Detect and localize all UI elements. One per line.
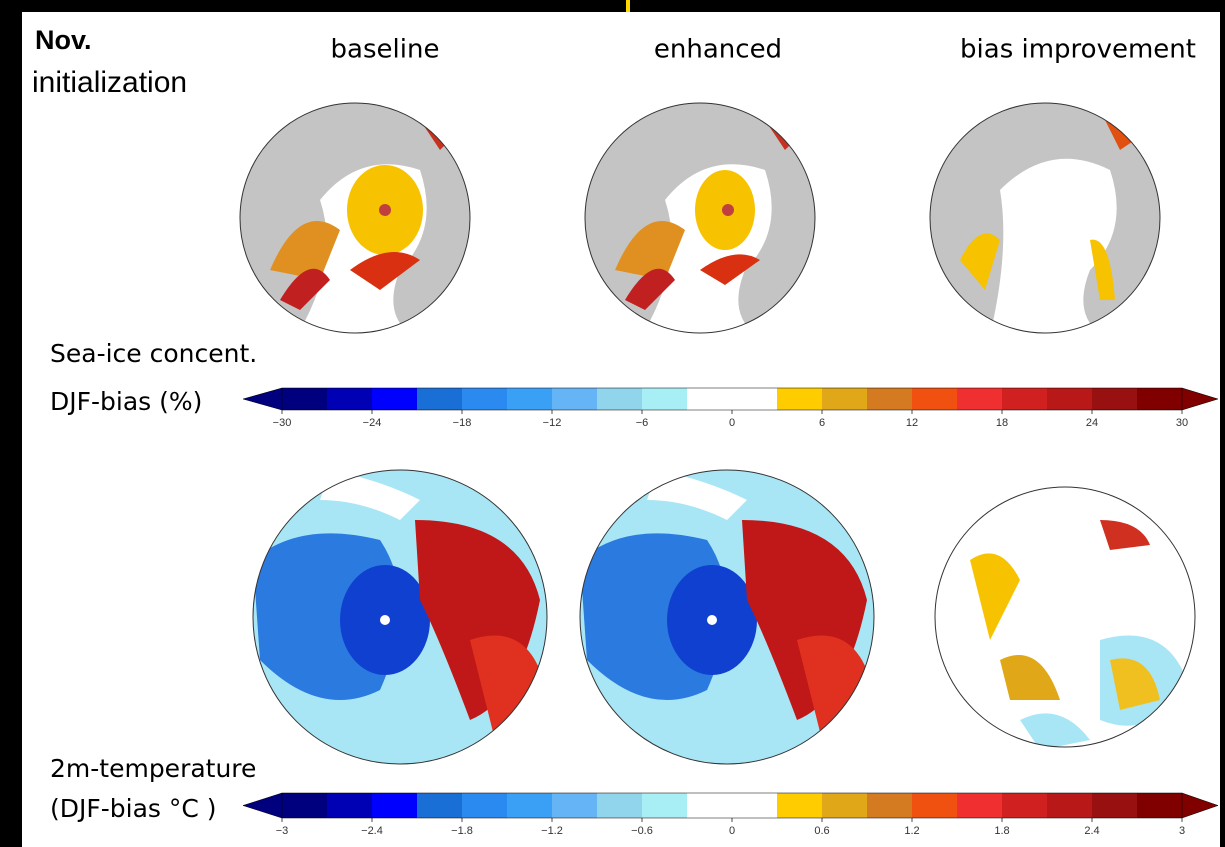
map-sea-ice-baseline: [240, 103, 470, 333]
map-temperature-improvement: [935, 487, 1195, 747]
title: Nov.: [35, 25, 92, 55]
map-outline: [929, 102, 1161, 334]
colorbar-segment: [687, 388, 733, 410]
colorbar-segment: [282, 388, 328, 410]
colorbar-segment: [462, 388, 508, 410]
colorbar-segment: [822, 793, 868, 818]
map-sea-ice-improvement: [930, 103, 1160, 333]
colorbar-tick-label: 0: [729, 417, 735, 429]
map-outline: [252, 469, 548, 765]
colorbar-label: (DJF-bias °C ): [50, 794, 217, 823]
colorbar-segment: [417, 793, 463, 818]
colorbar-segment: [282, 793, 328, 818]
map-outline: [934, 486, 1196, 748]
colorbar-tick-label: 2.4: [1084, 825, 1099, 837]
colorbar-segment: [1092, 388, 1138, 410]
colorbar-segment: [1047, 388, 1093, 410]
colorbar-segment: [822, 388, 868, 410]
colorbar-segment: [462, 793, 508, 818]
colorbar-segment: [912, 388, 958, 410]
colorbar-segment: [597, 793, 643, 818]
decoration: [626, 0, 630, 12]
colorbar-segment: [507, 793, 553, 818]
colorbar-segment: [777, 793, 823, 818]
colorbar-tick-label: −12: [543, 417, 562, 429]
column-title: bias improvement: [960, 35, 1196, 65]
colorbar-segment: [372, 388, 418, 410]
colorbar-tick-label: 18: [996, 417, 1008, 429]
colorbar-tick-label: −6: [636, 417, 649, 429]
map-outline: [239, 102, 471, 334]
colorbar-segment: [687, 793, 733, 818]
colorbar-tick-label: −0.6: [631, 825, 653, 837]
colorbar-segment: [912, 793, 958, 818]
colorbar-tick-label: 0.6: [814, 825, 829, 837]
colorbar-tick-label: 6: [819, 417, 825, 429]
map-temperature-baseline: [253, 470, 547, 764]
colorbar-segment: [1002, 793, 1048, 818]
colorbar-tick-label: −1.2: [541, 825, 563, 837]
colorbar-tick-label: −3: [276, 825, 289, 837]
colorbar-segment: [552, 793, 598, 818]
map-outline: [584, 102, 816, 334]
colorbar-segment: [1047, 793, 1093, 818]
colorbar-segment: [867, 388, 913, 410]
colorbar-tick-label: −2.4: [361, 825, 383, 837]
colorbar-label: DJF-bias (%): [50, 387, 202, 416]
colorbar-segment: [1137, 388, 1183, 410]
colorbar-segment: [1092, 793, 1138, 818]
map-temperature-enhanced: [580, 470, 874, 764]
colorbar-segment: [1002, 388, 1048, 410]
colorbar-tick-label: −18: [453, 417, 472, 429]
colorbar-segment: [732, 388, 778, 410]
column-title: enhanced: [654, 35, 782, 65]
colorbar-tick-label: 0: [729, 825, 735, 837]
colorbar-tick-label: 1.2: [904, 825, 919, 837]
colorbar-tick-label: −24: [363, 417, 382, 429]
colorbar-label: 2m-temperature: [50, 754, 256, 783]
colorbar-segment: [507, 388, 553, 410]
colorbar-segment: [957, 793, 1003, 818]
colorbar-segment: [1137, 793, 1183, 818]
colorbar-tick-label: 1.8: [994, 825, 1009, 837]
colorbar-segment: [867, 793, 913, 818]
colorbar-segment: [372, 793, 418, 818]
colorbar-segment: [327, 388, 373, 410]
colorbar-segment: [597, 388, 643, 410]
column-title: baseline: [331, 35, 440, 65]
colorbar-label: Sea-ice concent.: [50, 339, 257, 368]
colorbar-segment: [642, 793, 688, 818]
colorbar-segment: [777, 388, 823, 410]
colorbar-tick-label: 3: [1179, 825, 1185, 837]
colorbar-tick-label: 30: [1176, 417, 1188, 429]
colorbar-segment: [327, 793, 373, 818]
colorbar-segment: [417, 388, 463, 410]
colorbar-segment: [552, 388, 598, 410]
colorbar-segment: [957, 388, 1003, 410]
colorbar-tick-label: 12: [906, 417, 918, 429]
colorbar-segment: [732, 793, 778, 818]
map-outline: [579, 469, 875, 765]
subtitle: initialization: [32, 66, 187, 99]
colorbar-tick-label: 24: [1086, 417, 1098, 429]
colorbar-tick-label: −30: [273, 417, 292, 429]
colorbar-segment: [642, 388, 688, 410]
colorbar-tick-label: −1.8: [451, 825, 473, 837]
